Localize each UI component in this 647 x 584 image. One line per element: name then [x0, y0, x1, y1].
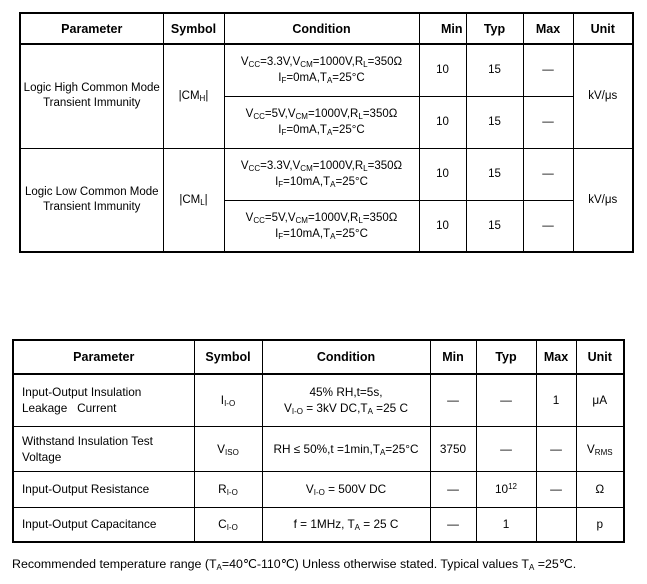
condition-line: f = 1MHz, TA = 25 C: [293, 517, 399, 533]
param-cell: Input-Output Capacitance: [12, 506, 195, 543]
param-cell: Logic High Common Mode Transient Immunit…: [19, 43, 164, 149]
header-min: Min: [429, 339, 477, 375]
table-row: Withstand Insulation Test Voltage VISO R…: [12, 425, 625, 472]
max-cell: —: [535, 470, 577, 508]
header-typ: Typ: [465, 12, 524, 45]
param-cell: Withstand Insulation Test Voltage: [12, 425, 195, 472]
typ-cell: —: [475, 425, 537, 472]
symbol-cell: |CML|: [162, 147, 225, 253]
unit-cell: kV/μs: [572, 43, 634, 149]
condition-cell: VCC=3.3V,VCM=1000V,RL=350Ω IF=10mA,TA=25…: [223, 147, 420, 201]
param-cell: Logic Low Common Mode Transient Immunity: [19, 147, 164, 253]
typ-cell: 1: [475, 506, 537, 543]
condition-line: IF=10mA,TA=25°C: [275, 227, 368, 241]
typ-cell: 15: [465, 199, 524, 253]
table-row: Input-Output Insulation Leakage Current …: [12, 373, 625, 427]
min-cell: 10: [418, 199, 467, 253]
unit-cell: p: [575, 506, 625, 543]
header-min: Min: [418, 12, 467, 45]
unit-cell: Ω: [575, 470, 625, 508]
min-cell: 3750: [429, 425, 477, 472]
max-cell: —: [522, 95, 574, 149]
table-row: Input-Output Resistance RI-O VI-O = 500V…: [12, 470, 625, 508]
table-row: Logic High Common Mode Transient Immunit…: [19, 43, 634, 149]
typ-cell: 15: [465, 147, 524, 201]
condition-line: IF=10mA,TA=25°C: [275, 176, 368, 189]
temperature-range-note: Recommended temperature range (TA=40℃-11…: [12, 557, 577, 572]
unit-cell: μA: [575, 373, 625, 427]
header-typ: Typ: [475, 339, 537, 375]
condition-cell: VCC=5V,VCM=1000V,RL=350Ω IF=10mA,TA=25°C: [223, 199, 420, 253]
typ-cell: —: [475, 373, 537, 427]
condition-line: VCC=5V,VCM=1000V,RL=350Ω: [245, 211, 398, 225]
max-cell: [535, 506, 577, 543]
insulation-table: Parameter Symbol Condition Min Typ Max U…: [12, 339, 625, 543]
condition-cell: VI-O = 500V DC: [261, 470, 431, 508]
condition-line: IF=0mA,TA=25°C: [278, 124, 365, 137]
max-cell: 1: [535, 373, 577, 427]
condition-cell: f = 1MHz, TA = 25 C: [261, 506, 431, 543]
table-row: VCC=5V,VCM=1000V,RL=350Ω IF=10mA,TA=25°C…: [20, 199, 633, 253]
condition-cell: VCC=3.3V,VCM=1000V,RL=350Ω IF=0mA,TA=25°…: [223, 43, 420, 97]
min-cell: —: [429, 506, 477, 543]
header-condition: Condition: [223, 12, 420, 45]
symbol-cell: |CMH|: [162, 43, 225, 149]
condition-cell: VCC=5V,VCM=1000V,RL=350Ω IF=0mA,TA=25°C: [223, 95, 420, 149]
typ-cell: 15: [465, 43, 524, 97]
header-max: Max: [535, 339, 577, 375]
header-symbol: Symbol: [193, 339, 263, 375]
condition-line: 45% RH,t=5s,: [309, 385, 383, 400]
symbol-cell: CI-O: [193, 506, 263, 543]
table-row: Logic Low Common Mode Transient Immunity…: [19, 147, 634, 253]
condition-cell: RH ≤ 50%,t =1min,TA=25°C: [261, 425, 431, 472]
header-condition: Condition: [261, 339, 431, 375]
min-cell: 10: [418, 147, 467, 201]
typ-cell: 15: [465, 95, 524, 149]
max-cell: —: [522, 147, 574, 201]
min-cell: —: [429, 470, 477, 508]
table-row: Input-Output Capacitance CI-O f = 1MHz, …: [12, 506, 625, 543]
table-row: VCC=5V,VCM=1000V,RL=350Ω IF=0mA,TA=25°C …: [20, 95, 633, 149]
symbol-cell: VISO: [193, 425, 263, 472]
symbol-cell: RI-O: [193, 470, 263, 508]
min-cell: —: [429, 373, 477, 427]
max-cell: —: [522, 199, 574, 253]
param-cell: Input-Output Insulation Leakage Current: [12, 373, 195, 427]
condition-line: VCC=3.3V,VCM=1000V,RL=350Ω: [240, 160, 403, 173]
header-unit: Unit: [575, 339, 625, 375]
symbol-cell: II-O: [193, 373, 263, 427]
transient-immunity-table: Parameter Symbol Condition Min Typ Max U…: [19, 12, 634, 253]
condition-line: VI-O = 3kV DC,TA =25 C: [284, 401, 408, 417]
min-cell: 10: [418, 43, 467, 97]
unit-cell: kV/μs: [572, 147, 634, 253]
typ-cell: 1012: [475, 470, 537, 508]
header-unit: Unit: [572, 12, 634, 45]
max-cell: —: [535, 425, 577, 472]
param-cell: Input-Output Resistance: [12, 470, 195, 508]
condition-line: RH ≤ 50%,t =1min,TA=25°C: [273, 441, 419, 457]
header-parameter: Parameter: [19, 12, 164, 45]
header-max: Max: [522, 12, 574, 45]
table-header-row: Parameter Symbol Condition Min Typ Max U…: [19, 12, 634, 45]
condition-line: VI-O = 500V DC: [305, 482, 387, 497]
header-parameter: Parameter: [12, 339, 195, 375]
header-symbol: Symbol: [162, 12, 225, 45]
condition-line: IF=0mA,TA=25°C: [278, 72, 365, 86]
max-cell: —: [522, 43, 574, 97]
condition-line: VCC=5V,VCM=1000V,RL=350Ω: [245, 108, 398, 121]
min-cell: 10: [418, 95, 467, 149]
table-header-row: Parameter Symbol Condition Min Typ Max U…: [12, 339, 625, 375]
condition-line: VCC=3.3V,VCM=1000V,RL=350Ω: [240, 56, 403, 70]
unit-cell: VRMS: [575, 425, 625, 472]
condition-cell: 45% RH,t=5s, VI-O = 3kV DC,TA =25 C: [261, 373, 431, 427]
